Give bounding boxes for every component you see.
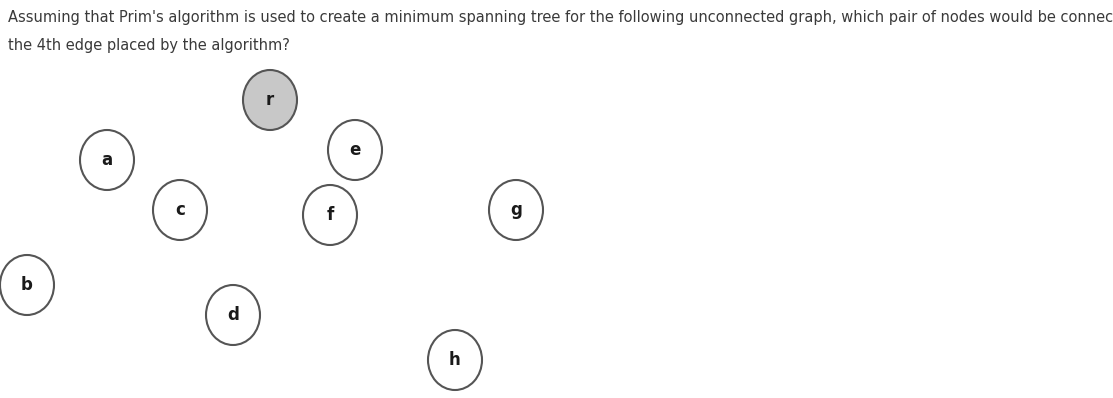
Text: h: h — [450, 351, 461, 369]
Text: c: c — [175, 201, 185, 219]
Text: b: b — [21, 276, 33, 294]
Ellipse shape — [489, 180, 543, 240]
Text: Assuming that Prim's algorithm is used to create a minimum spanning tree for the: Assuming that Prim's algorithm is used t… — [8, 10, 1113, 25]
Ellipse shape — [80, 130, 134, 190]
Ellipse shape — [303, 185, 357, 245]
Text: d: d — [227, 306, 239, 324]
Text: a: a — [101, 151, 112, 169]
Text: g: g — [510, 201, 522, 219]
Ellipse shape — [243, 70, 297, 130]
Text: r: r — [266, 91, 274, 109]
Ellipse shape — [152, 180, 207, 240]
Ellipse shape — [0, 255, 55, 315]
Ellipse shape — [206, 285, 260, 345]
Text: the 4th edge placed by the algorithm?: the 4th edge placed by the algorithm? — [8, 38, 289, 53]
Ellipse shape — [328, 120, 382, 180]
Text: f: f — [326, 206, 334, 224]
Text: e: e — [349, 141, 361, 159]
Ellipse shape — [429, 330, 482, 390]
